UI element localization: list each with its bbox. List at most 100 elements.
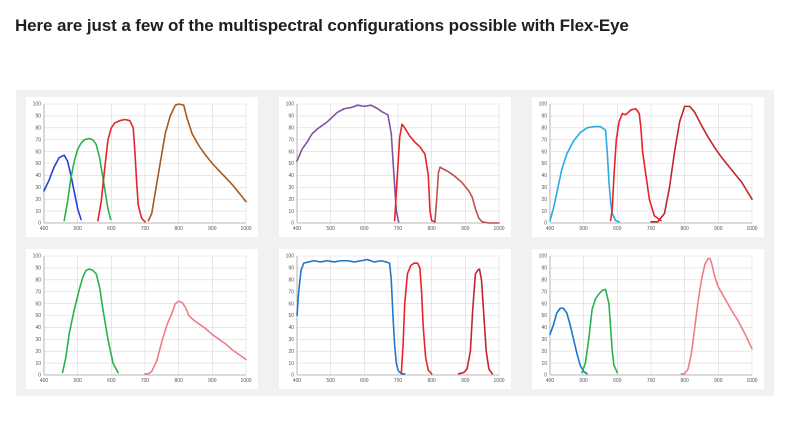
series-line-3 bbox=[680, 257, 753, 375]
x-tick-label: 700 bbox=[394, 226, 403, 232]
x-tick-label: 500 bbox=[326, 226, 335, 232]
series-line-1 bbox=[43, 154, 82, 221]
y-tick-label: 60 bbox=[541, 301, 547, 307]
series-line-2 bbox=[144, 300, 247, 375]
y-tick-label: 40 bbox=[541, 173, 547, 179]
y-tick-label: 60 bbox=[35, 149, 41, 155]
x-tick-label: 900 bbox=[208, 378, 217, 384]
y-tick-label: 40 bbox=[541, 325, 547, 331]
y-tick-label: 30 bbox=[288, 185, 294, 191]
y-tick-label: 0 bbox=[38, 221, 41, 227]
x-tick-label: 800 bbox=[427, 378, 436, 384]
y-tick-label: 70 bbox=[541, 137, 547, 143]
x-tick-label: 1000 bbox=[493, 378, 504, 384]
x-tick-label: 1000 bbox=[493, 226, 504, 232]
x-tick-label: 600 bbox=[107, 378, 116, 384]
x-tick-label: 1000 bbox=[746, 378, 757, 384]
x-tick-label: 900 bbox=[461, 226, 470, 232]
chart-4: 0 10 20 30 40 50 60 70 80 90 100 400 500 600 700 800 900… bbox=[26, 249, 258, 389]
y-tick-label: 30 bbox=[541, 337, 547, 343]
x-tick-label: 500 bbox=[326, 378, 335, 384]
x-tick-label: 600 bbox=[107, 226, 116, 232]
spectral-chart-svg-4: 0 10 20 30 40 50 60 70 80 90 100 400 500 600 700 800 900… bbox=[33, 254, 252, 384]
y-tick-label: 90 bbox=[288, 114, 294, 120]
x-tick-label: 400 bbox=[293, 226, 302, 232]
x-tick-label: 700 bbox=[141, 226, 150, 232]
x-tick-label: 400 bbox=[546, 378, 555, 384]
y-tick-label: 80 bbox=[541, 278, 547, 284]
y-tick-label: 20 bbox=[541, 349, 547, 355]
x-tick-label: 800 bbox=[174, 378, 183, 384]
x-tick-label: 900 bbox=[208, 226, 217, 232]
x-tick-label: 400 bbox=[40, 226, 49, 232]
spectral-chart-svg-6: 0 10 20 30 40 50 60 70 80 90 100 400 500 600 700 800 900… bbox=[539, 254, 758, 384]
y-tick-label: 20 bbox=[288, 197, 294, 203]
spectral-chart-svg-5: 0 10 20 30 40 50 60 70 80 90 100 400 500 600 700 800 900… bbox=[286, 254, 505, 384]
x-tick-label: 500 bbox=[73, 378, 82, 384]
x-tick-label: 700 bbox=[647, 378, 656, 384]
y-tick-label: 10 bbox=[541, 361, 547, 367]
y-tick-label: 40 bbox=[35, 325, 41, 331]
y-tick-label: 70 bbox=[35, 289, 41, 295]
series-line-1 bbox=[549, 307, 588, 375]
series-line-2 bbox=[400, 262, 433, 375]
y-tick-label: 0 bbox=[291, 221, 294, 227]
y-tick-label: 60 bbox=[541, 149, 547, 155]
y-tick-label: 10 bbox=[288, 361, 294, 367]
y-tick-label: 0 bbox=[291, 373, 294, 379]
series-line-3 bbox=[457, 268, 494, 375]
series-line-3 bbox=[97, 118, 146, 223]
chart-6: 0 10 20 30 40 50 60 70 80 90 100 400 500 600 700 800 900… bbox=[532, 249, 764, 389]
series-line-1 bbox=[549, 125, 620, 223]
spectral-chart-svg-3: 0 10 20 30 40 50 60 70 80 90 100 400 500 600 700 800 900… bbox=[539, 102, 758, 232]
y-tick-label: 100 bbox=[539, 254, 548, 260]
y-tick-label: 80 bbox=[288, 278, 294, 284]
series-line-1 bbox=[296, 258, 406, 375]
y-tick-label: 50 bbox=[541, 161, 547, 167]
x-tick-label: 600 bbox=[613, 378, 622, 384]
x-tick-label: 700 bbox=[394, 378, 403, 384]
series-line-2 bbox=[393, 123, 436, 223]
x-tick-label: 600 bbox=[360, 226, 369, 232]
x-tick-label: 700 bbox=[647, 226, 656, 232]
y-tick-label: 30 bbox=[35, 185, 41, 191]
x-tick-label: 400 bbox=[546, 226, 555, 232]
series-line-2 bbox=[63, 137, 112, 222]
y-tick-label: 10 bbox=[35, 209, 41, 215]
x-tick-label: 800 bbox=[680, 378, 689, 384]
y-tick-label: 20 bbox=[35, 349, 41, 355]
y-tick-label: 60 bbox=[35, 301, 41, 307]
series-line-4 bbox=[147, 103, 247, 222]
y-tick-label: 80 bbox=[35, 126, 41, 132]
y-tick-label: 20 bbox=[288, 349, 294, 355]
x-tick-label: 500 bbox=[73, 226, 82, 232]
y-tick-label: 50 bbox=[35, 161, 41, 167]
y-tick-label: 90 bbox=[35, 114, 41, 120]
y-tick-label: 50 bbox=[35, 313, 41, 319]
y-tick-label: 20 bbox=[541, 197, 547, 203]
x-tick-label: 1000 bbox=[240, 226, 251, 232]
series-line-3 bbox=[650, 105, 753, 223]
x-tick-label: 600 bbox=[613, 226, 622, 232]
y-tick-label: 30 bbox=[35, 337, 41, 343]
y-tick-label: 70 bbox=[288, 289, 294, 295]
x-tick-label: 900 bbox=[714, 226, 723, 232]
charts-panel: 0 10 20 30 40 50 60 70 80 90 100 400 500 600 700 800 900… bbox=[16, 90, 774, 396]
x-tick-label: 800 bbox=[174, 226, 183, 232]
y-tick-label: 90 bbox=[288, 266, 294, 272]
y-tick-label: 100 bbox=[539, 102, 548, 108]
x-tick-label: 700 bbox=[141, 378, 150, 384]
y-tick-label: 50 bbox=[541, 313, 547, 319]
y-tick-label: 70 bbox=[541, 289, 547, 295]
x-tick-label: 1000 bbox=[746, 226, 757, 232]
x-tick-label: 1000 bbox=[240, 378, 251, 384]
y-tick-label: 50 bbox=[288, 161, 294, 167]
y-tick-label: 30 bbox=[541, 185, 547, 191]
y-tick-label: 0 bbox=[544, 373, 547, 379]
series-line-1 bbox=[296, 104, 400, 223]
x-tick-label: 500 bbox=[579, 378, 588, 384]
y-tick-label: 10 bbox=[35, 361, 41, 367]
y-tick-label: 90 bbox=[541, 114, 547, 120]
y-tick-label: 60 bbox=[288, 149, 294, 155]
page-heading: Here are just a few of the multispectral… bbox=[15, 16, 629, 35]
